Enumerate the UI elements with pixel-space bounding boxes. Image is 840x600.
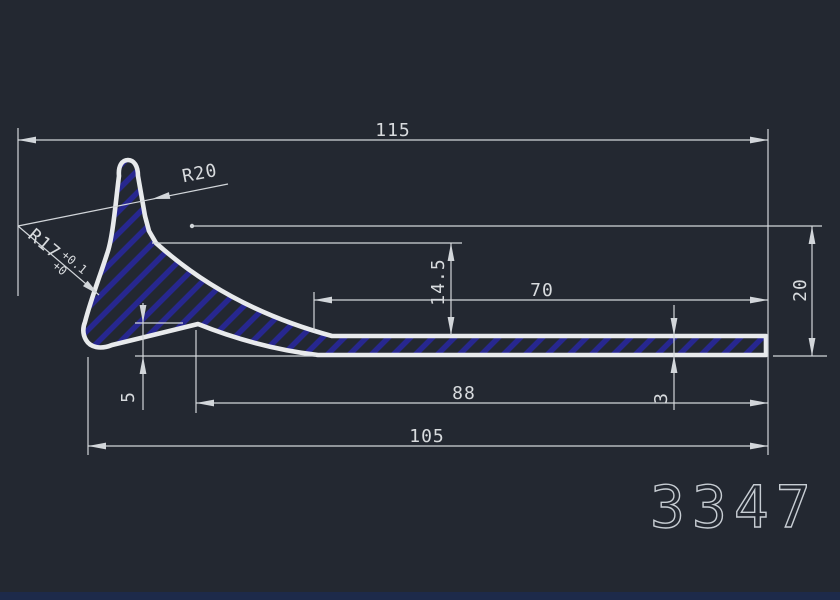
dim-70-label: 70 xyxy=(530,280,554,301)
dim-88-arrow-right xyxy=(750,399,768,407)
r20-arrow xyxy=(152,192,171,199)
dim-20: 20 xyxy=(790,226,816,356)
dim-115: 115 xyxy=(17,120,769,455)
dim-20-label: 20 xyxy=(790,278,811,302)
bottom-accent-bar xyxy=(0,592,840,600)
r20-leader-line xyxy=(17,183,229,227)
dim-5-arrow-bottom xyxy=(139,356,147,374)
dim-20-arrow-top xyxy=(808,226,816,244)
dim-88-label: 88 xyxy=(452,383,476,404)
dim-115-arrow-right xyxy=(750,136,768,144)
dim-115-arrow-left xyxy=(18,136,36,144)
dim-70-arrow-right xyxy=(750,296,768,304)
dim-105-arrow-right xyxy=(750,442,768,450)
r17-arrow xyxy=(83,280,99,295)
dim-14_5: 14.5 xyxy=(428,243,455,335)
dim-105: 105 xyxy=(87,357,768,455)
dim-105-arrow-left xyxy=(88,442,106,450)
dim-5-arrow-top xyxy=(139,305,147,323)
part-number-label: 3347 xyxy=(650,473,818,541)
dim-70-arrow-left xyxy=(314,296,332,304)
dim-5: 5 xyxy=(118,303,316,410)
dim-3-arrow-top xyxy=(670,318,678,336)
dim-20-arrow-bottom xyxy=(808,338,816,356)
dim-70: 70 xyxy=(313,280,768,331)
reference-lines xyxy=(152,223,827,357)
dim-14_5-arrow-top xyxy=(447,243,455,261)
dim-88: 88 xyxy=(195,330,768,413)
dim-14_5-arrow-bottom xyxy=(447,317,455,335)
dim-3-arrow-bottom xyxy=(670,355,678,373)
dim-3-label: 3 xyxy=(651,392,672,404)
dim-3: 3 xyxy=(651,305,678,410)
dim-88-arrow-left xyxy=(196,399,214,407)
dim-14_5-label: 14.5 xyxy=(428,258,449,305)
profile-outline xyxy=(80,157,769,358)
dim-5-label: 5 xyxy=(118,391,139,403)
dim-115-label: 115 xyxy=(375,120,411,141)
dim-105-label: 105 xyxy=(409,426,445,447)
